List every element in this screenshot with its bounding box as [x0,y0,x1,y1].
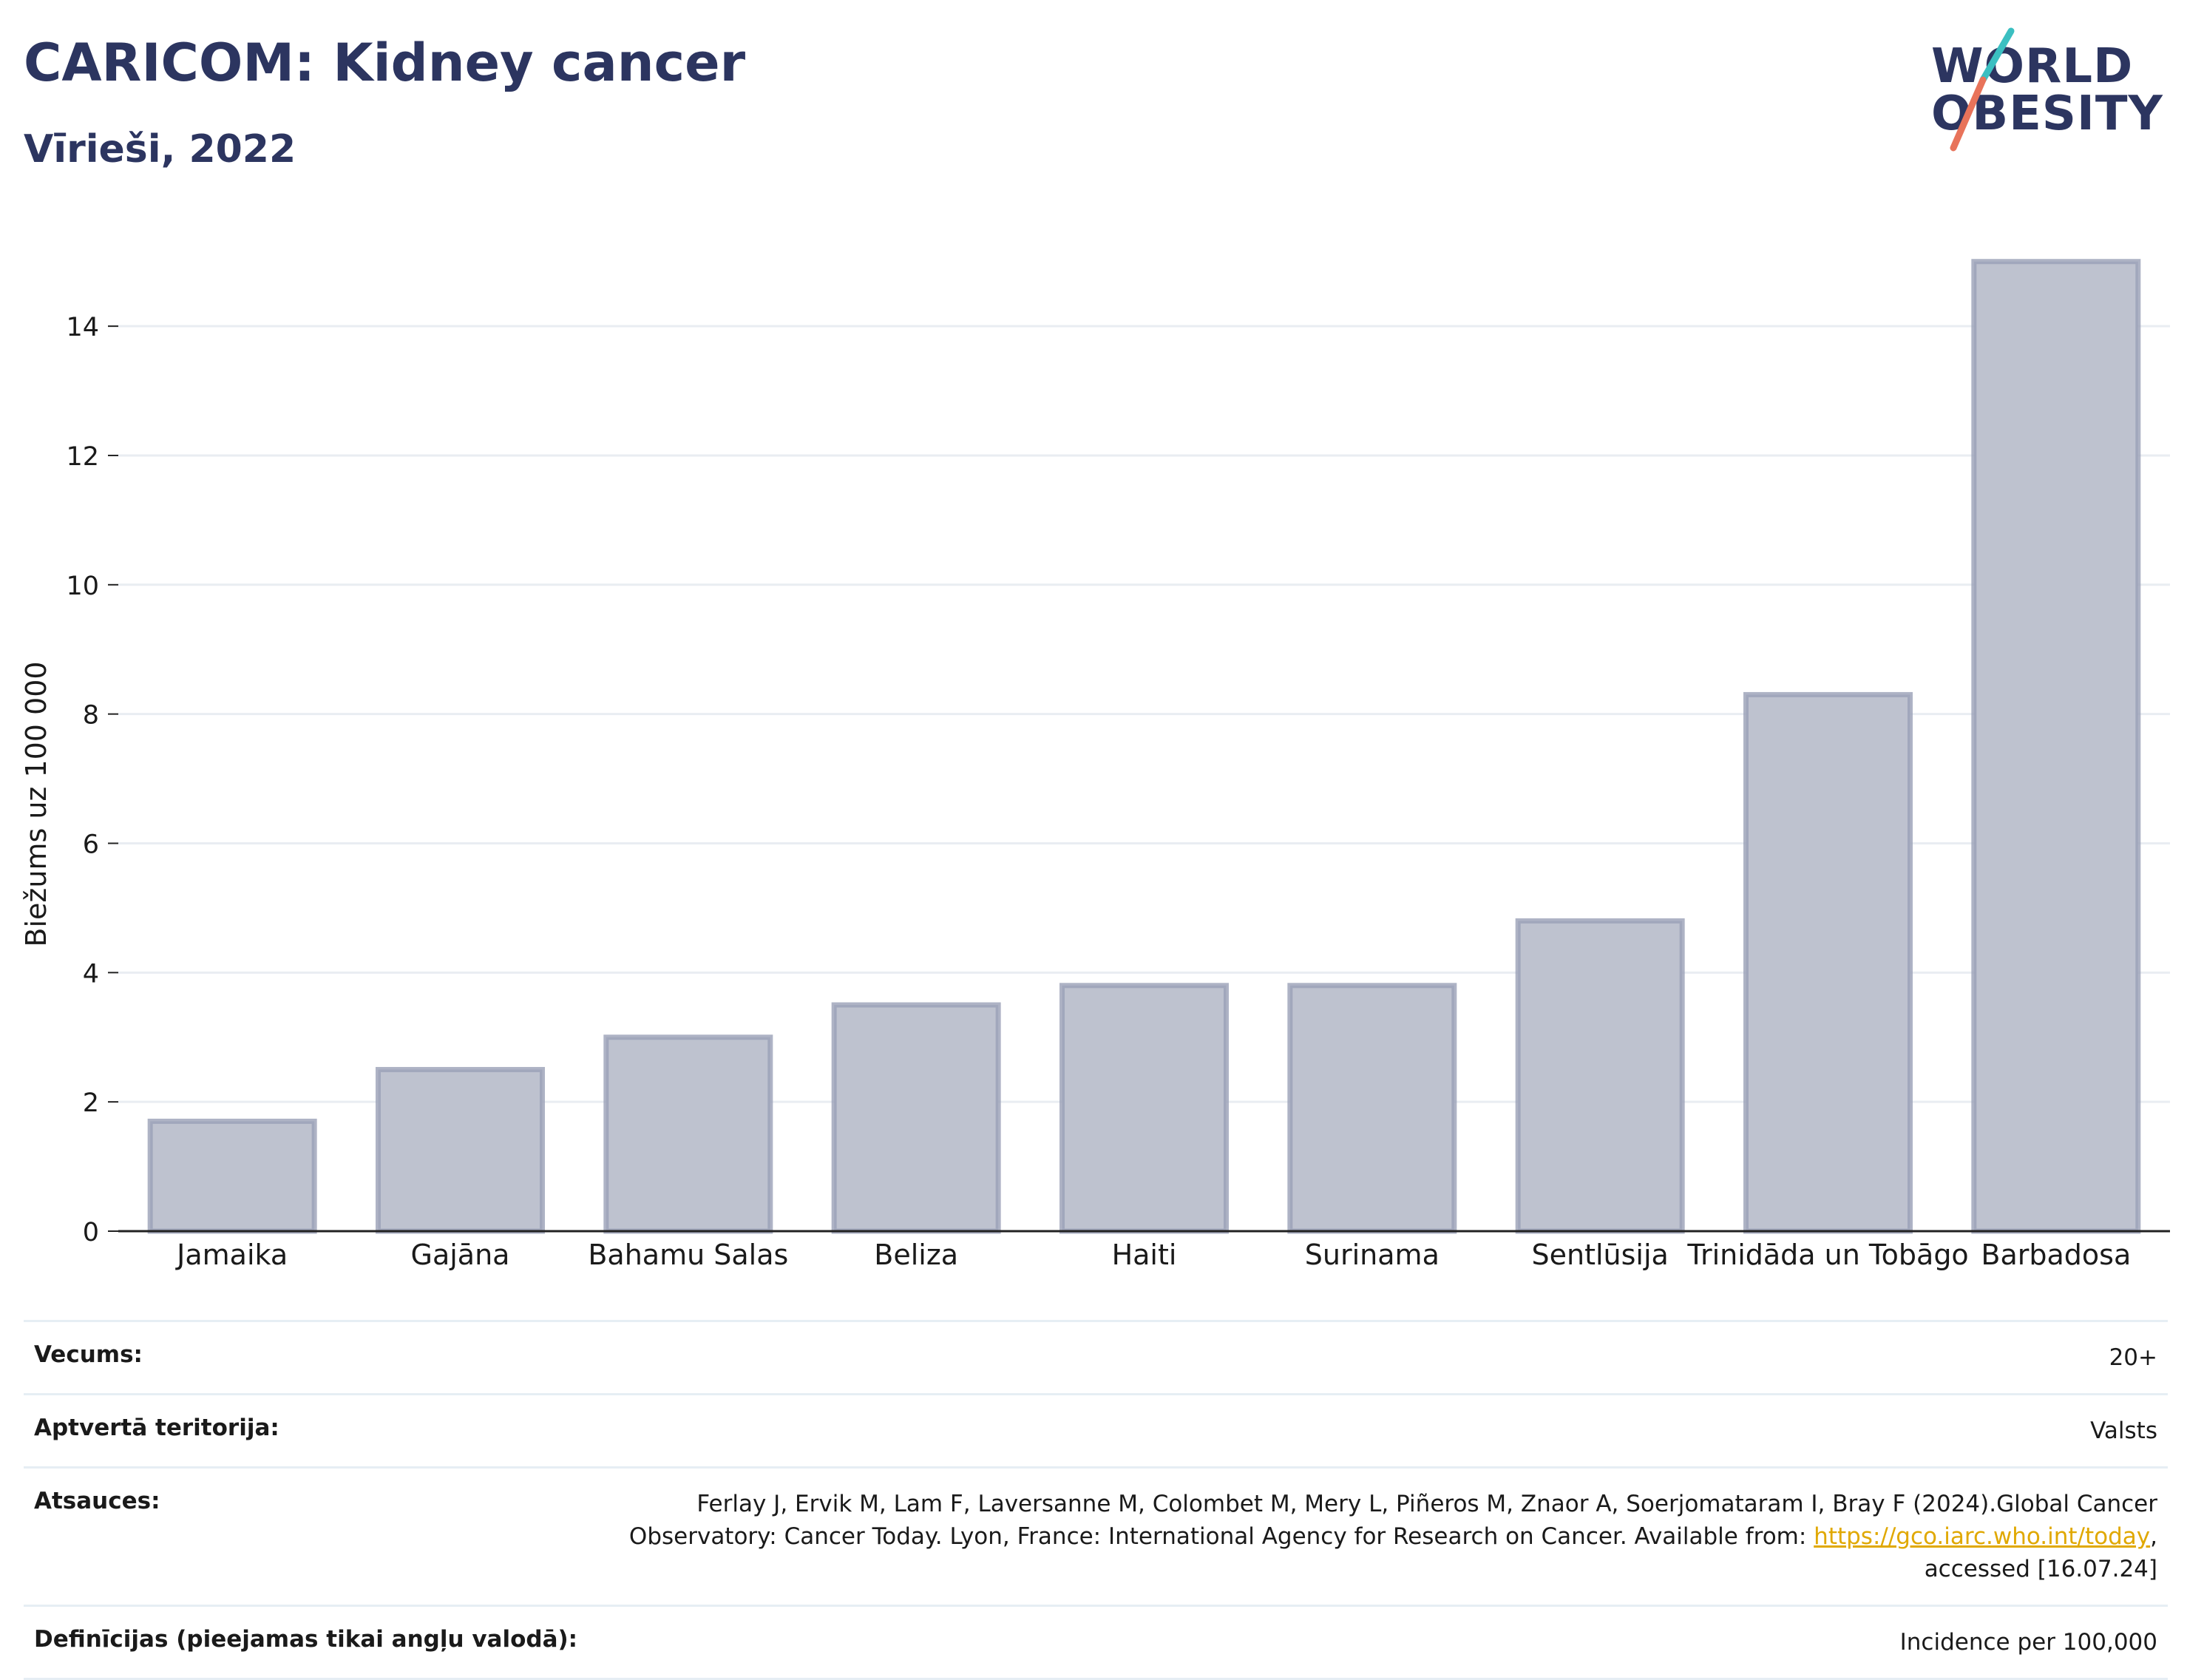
definitions-label: Definīcijas (pieejamas tikai angļu valod… [34,1626,578,1653]
meta-row-definitions: Definīcijas (pieejamas tikai angļu valod… [24,1607,2168,1680]
chart-subtitle: Vīrieši, 2022 [24,127,296,172]
bar-0 [147,1118,317,1234]
bar-4 [1059,983,1229,1234]
y-tick-label: 6 [83,830,99,859]
references-link[interactable]: https://gco.iarc.who.int/today [1814,1523,2151,1550]
metadata-table: Vecums: 20+ Aptvertā teritorija: Valsts … [24,1320,2168,1680]
references-text: Ferlay J, Ervik M, Lam F, Laversanne M, … [628,1491,2157,1550]
bar-2 [603,1034,773,1234]
chart-title: CARICOM: Kidney cancer [24,33,746,93]
x-tick-label: Jamaika [175,1239,288,1271]
y-tick-label: 0 [83,1218,99,1247]
meta-row-age: Vecums: 20+ [24,1322,2168,1395]
meta-row-references: Atsauces: Ferlay J, Ervik M, Lam F, Lave… [24,1469,2168,1607]
y-tick-label: 4 [83,959,99,989]
x-tick-label: Trinidāda un Tobāgo [1686,1239,1968,1271]
x-tick-label: Gajāna [411,1239,510,1271]
coverage-label: Aptvertā teritorija: [34,1415,279,1441]
y-tick-label: 12 [66,442,99,472]
age-label: Vecums: [34,1341,143,1368]
x-tick-label: Haiti [1112,1239,1177,1271]
bar-1 [376,1066,545,1234]
meta-row-coverage: Aptvertā teritorija: Valsts [24,1395,2168,1469]
bar-5 [1287,983,1457,1234]
x-tick-label: Surinama [1305,1239,1440,1271]
y-tick-label: 8 [83,701,99,731]
bars [147,259,2141,1234]
x-tick-label: Beliza [874,1239,958,1271]
y-tick-label: 2 [83,1088,99,1118]
references-tail: , accessed [16.07.24] [1924,1523,2157,1582]
bar-3 [831,1002,1001,1234]
age-value: 20+ [2109,1344,2157,1371]
y-tick-label: 14 [66,313,99,342]
y-tick-label: 10 [66,572,99,601]
coverage-value: Valsts [2090,1418,2157,1444]
x-tick-label: Sentlūsija [1532,1239,1669,1271]
bar-6 [1515,918,1685,1234]
references-label: Atsauces: [34,1488,160,1514]
references-value: Ferlay J, Ervik M, Lam F, Laversanne M, … [546,1488,2157,1585]
axes: 0 2 4 6 8 10 12 14 Jamaika Gajāna Bahamu Salas Beli… [66,313,2170,1271]
definitions-value: Incidence per 100,000 [1899,1629,2157,1656]
y-axis-label: Biežums uz 100 000 [20,661,52,946]
bar-chart: 0 2 4 6 8 10 12 14 Jamaika Gajāna Bahamu Salas Beli… [20,259,2170,1271]
bar-8 [1971,259,2141,1234]
world-obesity-logo: WORLD OBESITY [1922,22,2174,155]
bar-7 [1743,691,1913,1234]
logo-slash-icon [1950,27,2015,152]
logo-text-world: WORLD [1931,39,2134,94]
x-tick-label: Bahamu Salas [588,1239,788,1271]
x-tick-label: Barbadosa [1981,1239,2131,1271]
